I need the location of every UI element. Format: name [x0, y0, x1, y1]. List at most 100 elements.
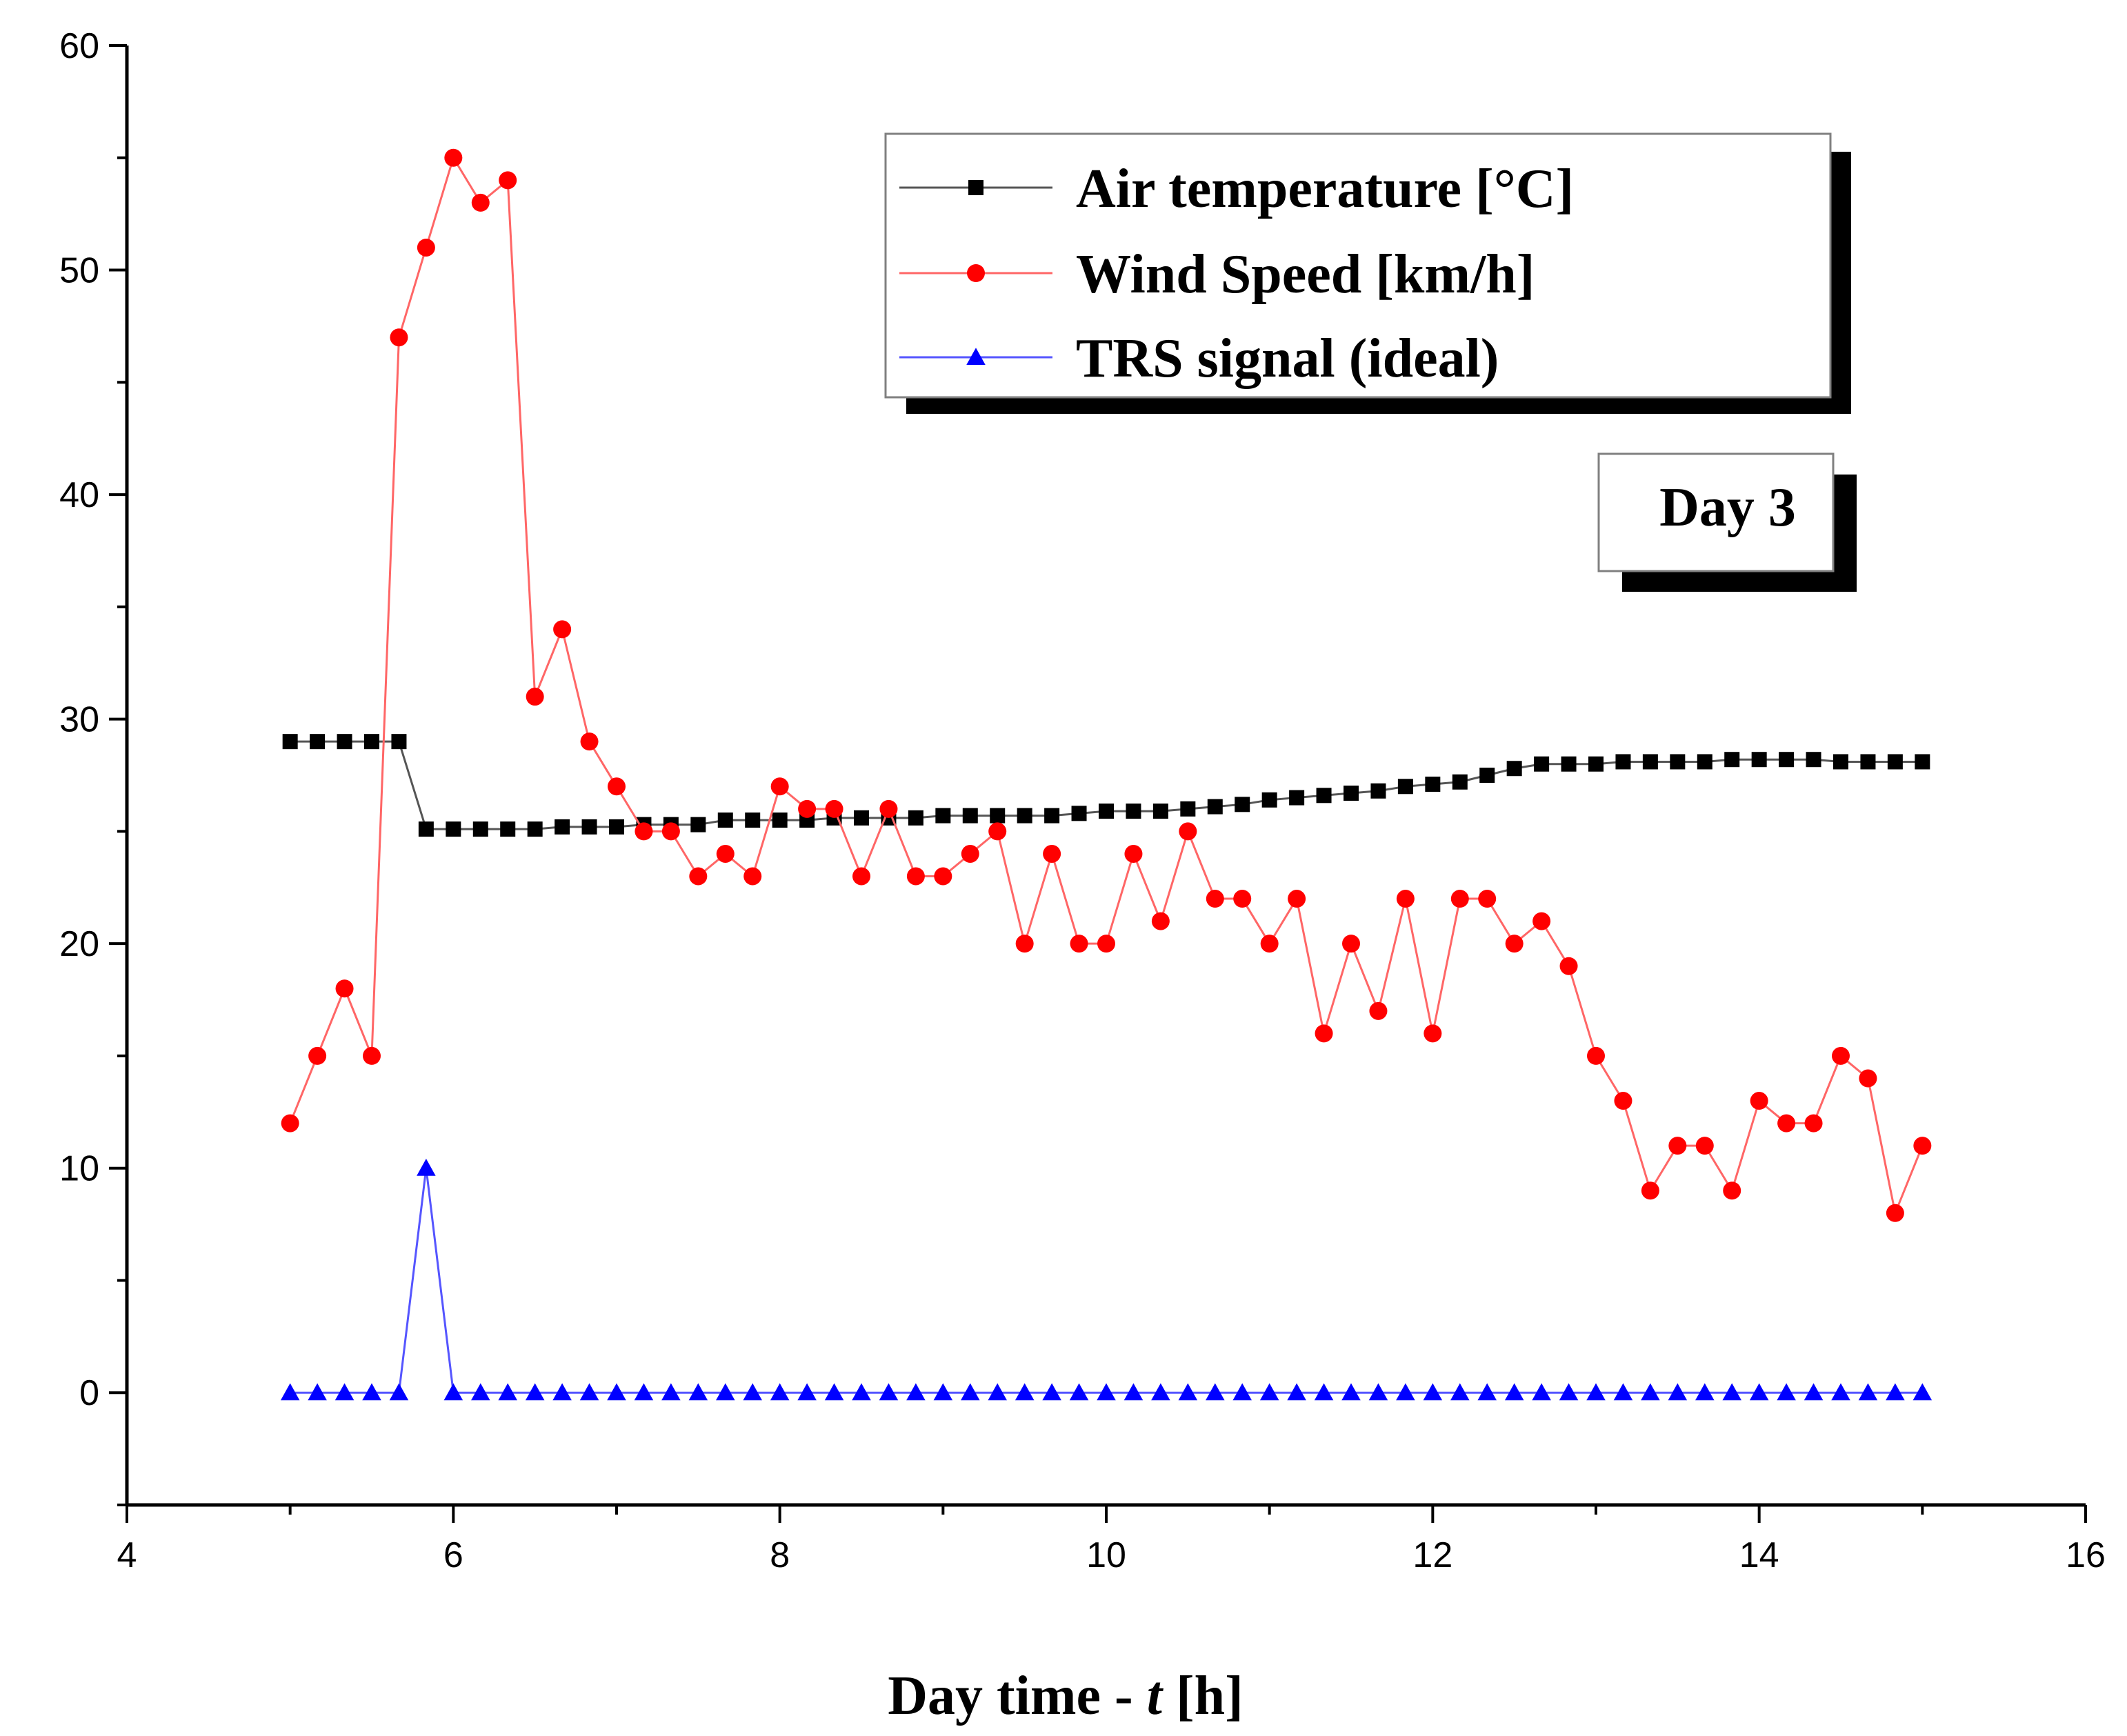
data-point: [444, 148, 463, 167]
data-point: [1506, 761, 1522, 777]
data-point: [1642, 754, 1658, 770]
x-tick-label: 4: [117, 1535, 137, 1575]
annotation-box: [1597, 452, 1835, 572]
data-point: [281, 1114, 299, 1133]
legend-item-2: TRS signal (ideal): [899, 328, 1499, 389]
axes: 0 10 20 30 40 50 60 4 6 8 10 12 14 16: [59, 26, 2106, 1575]
data-point: [1396, 1383, 1415, 1401]
data-point: [1314, 1383, 1334, 1401]
data-point: [1860, 754, 1876, 770]
data-point: [443, 1383, 463, 1401]
x-tick-label: 16: [2066, 1535, 2106, 1575]
data-point: [1099, 804, 1114, 819]
data-point: [1450, 890, 1469, 908]
day-annotation: Day 3: [1597, 452, 1857, 592]
data-point: [364, 734, 379, 750]
data-point: [1178, 1383, 1198, 1401]
data-point: [335, 979, 354, 998]
data-point: [1915, 754, 1930, 770]
data-point: [1315, 1024, 1333, 1043]
data-point: [389, 1383, 409, 1401]
x-axis-title-unit: [h]: [1162, 1666, 1244, 1726]
data-point: [1779, 752, 1795, 768]
data-point: [743, 867, 762, 886]
data-point: [1668, 1137, 1687, 1155]
data-point: [825, 799, 843, 818]
data-point: [908, 810, 923, 826]
data-point: [1479, 768, 1495, 783]
data-point: [854, 810, 869, 826]
data-point: [688, 1383, 708, 1401]
data-point: [1233, 890, 1252, 908]
data-point: [1804, 1383, 1824, 1401]
data-point: [772, 812, 788, 828]
data-point: [879, 1383, 899, 1401]
data-point: [1724, 752, 1740, 768]
data-point: [363, 1046, 381, 1065]
data-point: [391, 734, 407, 750]
data-point: [1641, 1181, 1659, 1200]
data-point: [1695, 1383, 1715, 1401]
data-point: [1613, 1383, 1633, 1401]
data-point: [1887, 754, 1903, 770]
data-point: [1695, 1137, 1714, 1155]
data-point: [527, 821, 543, 837]
data-point: [743, 1383, 762, 1401]
data-point: [1425, 777, 1441, 792]
data-point: [1670, 754, 1686, 770]
data-point: [1913, 1137, 1932, 1155]
data-point: [1152, 804, 1168, 819]
data-point: [1532, 1383, 1551, 1401]
data-point: [609, 819, 624, 835]
data-point: [581, 819, 597, 835]
data-point: [1261, 792, 1277, 808]
data-point: [1913, 1383, 1933, 1401]
data-point: [1777, 1383, 1796, 1401]
data-point: [555, 819, 570, 835]
data-point: [308, 1046, 327, 1065]
data-point: [608, 777, 626, 796]
y-tick-label: 0: [79, 1373, 99, 1413]
data-point: [1534, 756, 1550, 772]
x-axis-title-var: t: [1147, 1666, 1164, 1726]
data-point: [337, 734, 352, 750]
data-point: [1369, 1001, 1388, 1020]
data-point: [716, 1383, 735, 1401]
data-point: [1015, 1383, 1035, 1401]
data-point: [1260, 935, 1279, 953]
data-point: [1126, 804, 1141, 819]
data-point: [1043, 844, 1061, 863]
data-point: [417, 238, 435, 257]
data-point: [824, 1383, 844, 1401]
legend-item-0: Air temperature [°C]: [899, 159, 1574, 219]
data-point: [1206, 890, 1224, 908]
data-point: [797, 1383, 817, 1401]
data-point: [446, 821, 461, 837]
data-point: [1097, 935, 1115, 953]
data-point: [1151, 912, 1170, 930]
data-point: [852, 867, 870, 886]
x-tick-label: 6: [443, 1535, 463, 1575]
data-point: [1587, 1046, 1605, 1065]
data-point: [1288, 890, 1306, 908]
data-point: [553, 620, 572, 639]
data-point: [607, 1383, 626, 1401]
data-point: [1504, 1383, 1524, 1401]
data-point: [1207, 799, 1223, 815]
data-point: [1668, 1383, 1688, 1401]
data-point: [690, 817, 706, 832]
data-point: [1833, 754, 1848, 770]
data-point: [282, 734, 298, 750]
data-point: [988, 1383, 1007, 1401]
data-point: [1478, 890, 1497, 908]
data-point: [1886, 1383, 1905, 1401]
data-point: [498, 1383, 517, 1401]
data-point: [934, 867, 952, 886]
annotation-text: Day 3: [1659, 477, 1796, 538]
data-point: [580, 732, 599, 751]
data-point: [1561, 756, 1577, 772]
data-point: [418, 821, 434, 837]
series-0: [282, 734, 1930, 837]
data-point: [1423, 1383, 1443, 1401]
